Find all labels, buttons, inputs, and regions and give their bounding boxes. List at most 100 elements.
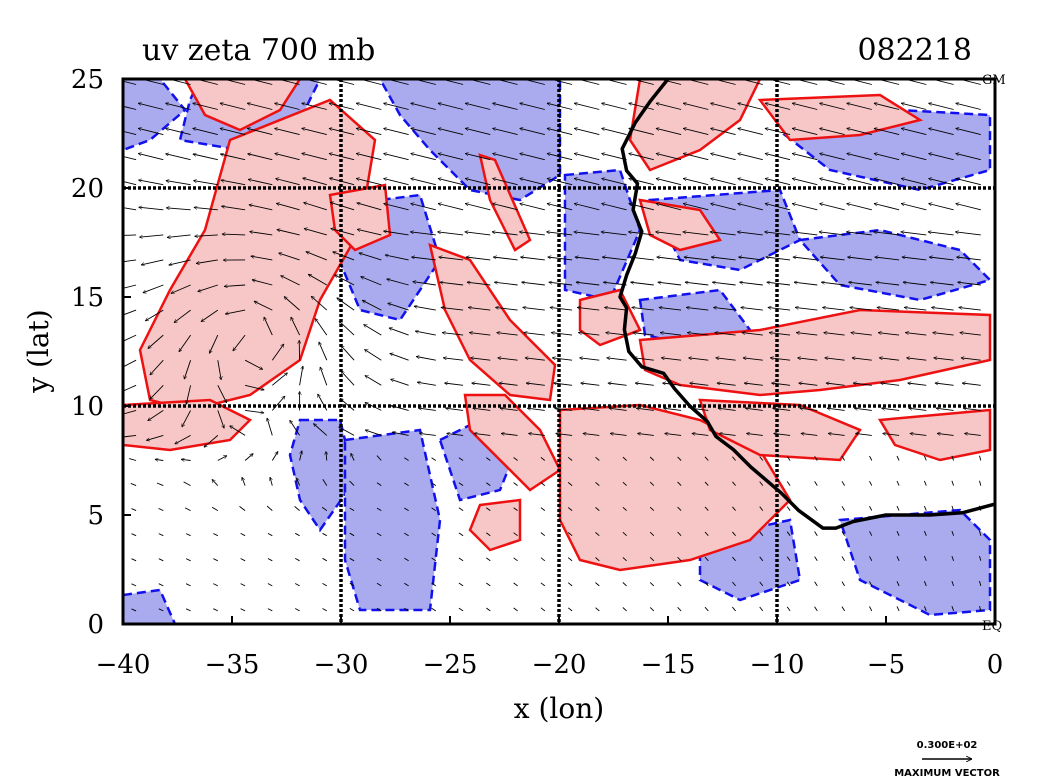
wind-vector: [166, 208, 191, 211]
wind-vector: [814, 606, 818, 612]
wind-vector: [649, 582, 655, 587]
wind-vector: [492, 128, 518, 136]
wind-vector: [759, 481, 764, 486]
wind-vector: [649, 556, 655, 562]
wind-vector: [956, 178, 981, 186]
wind-vector: [289, 420, 300, 436]
wind-vector: [186, 385, 192, 404]
wind-vector: [979, 605, 982, 612]
wind-vector: [710, 204, 736, 211]
wind-vector: [732, 556, 736, 562]
wind-vector: [552, 358, 573, 361]
wind-vector: [684, 257, 709, 261]
wind-vector: [658, 282, 682, 286]
wind-vector: [825, 358, 845, 361]
wind-vector: [540, 532, 546, 537]
wind-vector: [183, 481, 191, 486]
wind-vector: [874, 204, 900, 211]
wind-vector: [248, 179, 273, 186]
x-tick-label: −30: [314, 650, 369, 680]
wind-vector: [786, 506, 791, 511]
red-region: [183, 79, 302, 132]
wind-vector: [799, 383, 818, 386]
wind-vector: [928, 204, 954, 211]
wind-vector: [937, 433, 954, 436]
wind-vector: [956, 257, 981, 261]
wind-vector: [254, 300, 273, 311]
wind-vector: [710, 128, 736, 136]
wind-vector: [875, 257, 900, 261]
wind-vector: [169, 259, 191, 265]
wind-vector: [249, 232, 273, 236]
y-tick-label: 0: [87, 610, 104, 640]
wind-vector: [181, 410, 191, 427]
wind-vector: [923, 555, 927, 561]
y-axis-ticks: 0 5 10 15 20 25: [71, 65, 131, 640]
wind-vector: [322, 557, 328, 562]
wind-vector: [574, 153, 600, 161]
wind-vector: [361, 277, 382, 286]
wind-vector: [556, 433, 573, 436]
wind-vector: [417, 382, 436, 386]
wind-vector: [444, 383, 464, 386]
wind-vector: [746, 433, 763, 436]
wind-vector: [854, 408, 872, 411]
wind-vector: [404, 457, 409, 461]
wind-vector: [185, 558, 191, 562]
wind-vector: [848, 282, 872, 286]
wind-vector: [458, 457, 464, 461]
wind-vector: [493, 257, 518, 261]
wind-vector: [513, 457, 518, 461]
wind-vector: [979, 580, 982, 587]
wind-vector: [465, 178, 491, 186]
wind-vector: [242, 477, 246, 486]
wind-vector: [732, 456, 736, 461]
wind-vector: [928, 103, 954, 110]
wind-vector: [796, 333, 818, 336]
wind-vector: [609, 408, 627, 411]
wind-vector: [322, 532, 328, 537]
wind-vector: [852, 358, 872, 361]
wind-vector: [138, 153, 164, 161]
wind-vector: [376, 582, 382, 587]
wind-vector: [656, 103, 682, 110]
wind-vector: [657, 257, 682, 261]
wind-vector: [759, 556, 764, 562]
wind-vector: [220, 154, 246, 161]
wind-vector: [141, 259, 164, 265]
wind-vector: [314, 318, 328, 336]
wind-vector: [851, 333, 872, 336]
wind-vector: [683, 178, 709, 186]
red-region: [138, 98, 377, 412]
wind-vector: [492, 204, 518, 211]
wind-vector: [470, 358, 491, 361]
wind-vector: [486, 557, 491, 562]
wind-vector: [178, 334, 191, 352]
wind-vector: [874, 178, 900, 186]
wind-vector: [388, 303, 409, 311]
wind-vector: [928, 153, 954, 161]
wind-vector: [404, 482, 409, 486]
wind-vector: [501, 433, 518, 436]
grid-lines: [123, 79, 995, 624]
wind-vector: [244, 384, 264, 390]
wind-vector: [275, 179, 300, 186]
plot-area: [123, 79, 995, 624]
wind-vector: [245, 409, 264, 413]
wind-vector: [622, 582, 627, 587]
wind-vector: [878, 333, 900, 336]
wind-vector: [165, 128, 191, 136]
wind-vector: [184, 360, 192, 379]
wind-vector: [567, 557, 573, 562]
wind-vector: [677, 531, 682, 537]
wind-vector: [717, 383, 736, 386]
wind-vector: [869, 455, 873, 461]
wind-vector: [193, 181, 218, 186]
wind-vector: [896, 606, 900, 612]
wind-vector: [341, 345, 355, 361]
wind-vector: [320, 367, 328, 386]
wind-vector: [513, 607, 518, 612]
wind-vector: [819, 232, 845, 236]
wind-vector: [540, 482, 546, 486]
wind-vector: [148, 334, 164, 349]
